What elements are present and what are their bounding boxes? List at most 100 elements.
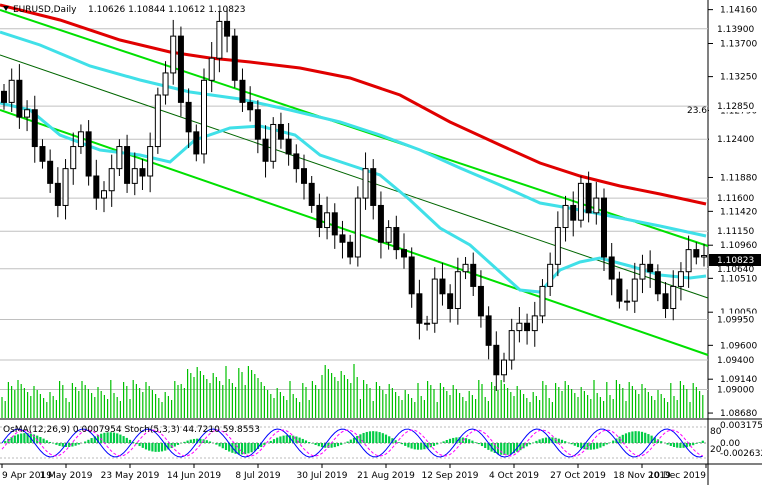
level-label-bg: [709, 225, 761, 238]
candle: [393, 215, 400, 260]
level-label-bg: [709, 133, 761, 146]
price-tick-label: 1.08680: [720, 409, 757, 419]
price-tick-label: 1.11880: [720, 173, 757, 183]
indicator-tick-label: 0.0031752: [720, 421, 762, 431]
candle: [454, 257, 461, 325]
candle: [701, 243, 707, 267]
price-tick-label: 1.10050: [720, 308, 757, 318]
time-tick-label: 9 Apr 2019: [2, 471, 52, 481]
candle: [593, 181, 600, 225]
candle: [601, 188, 607, 271]
candle: [31, 95, 38, 163]
candle: [231, 28, 238, 88]
current-price-marker: 1.10823: [709, 254, 761, 266]
candle: [147, 132, 154, 193]
candle: [85, 120, 92, 186]
stoch-level-label: 20: [710, 445, 722, 455]
time-tick-label: 21 Aug 2019: [357, 471, 415, 481]
time-tick-label: 1 May 2019: [40, 471, 93, 481]
price-tick-label: 1.09140: [720, 375, 757, 385]
candle: [585, 171, 592, 223]
candle: [324, 196, 331, 240]
time-tick-label: 4 Oct 2019: [489, 471, 539, 481]
candle: [470, 252, 477, 297]
candle: [285, 122, 292, 166]
candle: [108, 154, 115, 207]
candle: [647, 250, 654, 288]
candle: [177, 26, 184, 117]
level-label: 1.12400: [717, 135, 754, 145]
candle: [501, 352, 507, 383]
candle: [277, 112, 284, 149]
candle: [339, 220, 346, 259]
candle: [408, 247, 415, 308]
candle: [16, 64, 23, 129]
level-label: 1.09000: [717, 385, 754, 395]
candle: [362, 152, 369, 210]
candle: [508, 318, 515, 370]
candle: [670, 270, 677, 321]
candle: [662, 282, 669, 319]
ma-cyan-50: [0, 101, 707, 294]
candle: [116, 139, 123, 177]
candle: [570, 191, 577, 237]
candle: [62, 159, 69, 220]
candle: [677, 262, 684, 301]
indicator-tick-label: 0.00: [720, 439, 740, 449]
candle: [431, 267, 438, 333]
candle: [577, 176, 584, 228]
candle: [193, 124, 200, 162]
candle: [77, 124, 84, 154]
candle: [462, 256, 469, 280]
level-label: 1.11150: [717, 227, 754, 237]
price-tick-label: 1.13250: [720, 73, 757, 83]
candle: [293, 144, 300, 183]
candle: [162, 61, 169, 105]
candle: [301, 154, 307, 200]
candle: [247, 86, 254, 122]
candle: [216, 11, 223, 73]
time-tick-label: 8 Jul 2019: [235, 471, 280, 481]
candle: [354, 186, 361, 267]
ma-red-200: [0, 3, 707, 206]
price-tick-label: 1.09600: [720, 341, 757, 351]
candle: [254, 100, 261, 154]
level-label: 1.12850: [717, 102, 754, 112]
candle: [185, 88, 192, 149]
candle: [139, 159, 146, 190]
level-label-bg: [709, 313, 761, 326]
candle: [331, 203, 338, 249]
candle: [370, 159, 377, 220]
candle: [239, 68, 246, 112]
candlesticks: [1, 7, 707, 391]
time-tick-label: 18 Nov 2019: [613, 471, 671, 481]
stoch-level-label: 80: [710, 427, 722, 437]
level-label: 1.10640: [717, 265, 754, 275]
candle: [131, 152, 138, 196]
candle: [24, 100, 31, 132]
candle: [124, 134, 131, 193]
candle: [416, 279, 423, 340]
indicator-label: OsMA(12,26,9) 0.0007954 Stoch(5,3,3) 44.…: [3, 425, 260, 435]
candle: [485, 306, 492, 360]
candle: [516, 307, 523, 343]
price-tick-label: 1.13700: [720, 39, 757, 49]
dropdown-triangle-icon[interactable]: [3, 6, 9, 11]
candle: [54, 167, 61, 218]
level-label-bg: [709, 100, 761, 113]
fib-label: 23.6: [687, 106, 707, 116]
candle: [224, 7, 231, 53]
candle: [477, 270, 484, 328]
chart-title: EURUSD,Daily 1.10626 1.10844 1.10612 1.1…: [3, 5, 245, 15]
level-label: 1.13900: [717, 25, 754, 35]
indicator-axis: 0.0031752 0.00-0.002632 80 20: [710, 421, 762, 459]
level-label-bg: [709, 354, 761, 367]
candle: [1, 83, 7, 110]
price-tick-label: 1.11420: [720, 207, 757, 217]
candle: [208, 42, 215, 93]
indicator-pane: [0, 426, 708, 459]
time-tick-label: 12 Sep 2019: [421, 471, 478, 481]
